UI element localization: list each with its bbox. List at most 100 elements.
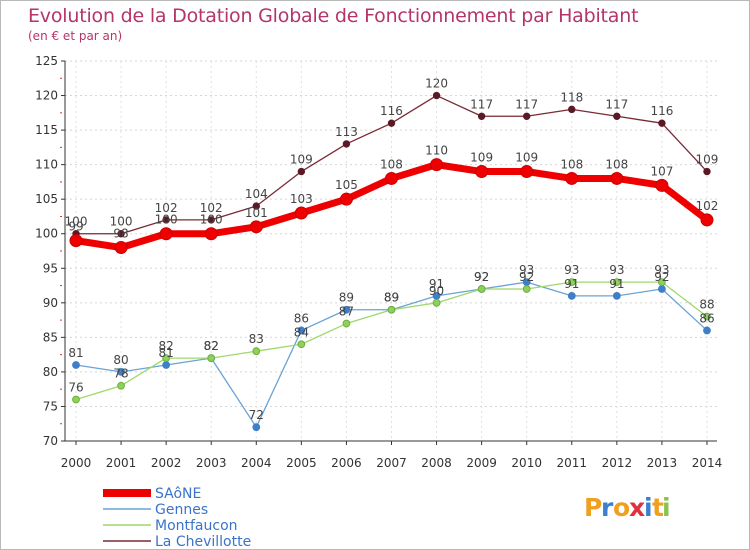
data-label-gennes: 86 xyxy=(699,311,714,325)
data-label-sa-ne: 105 xyxy=(335,178,358,192)
data-label-montfaucon: 88 xyxy=(699,298,714,312)
data-point-la-chevillotte xyxy=(387,119,396,127)
data-label-montfaucon: 82 xyxy=(158,339,173,353)
data-label-montfaucon: 89 xyxy=(384,291,399,305)
data-label-sa-ne: 99 xyxy=(68,220,83,234)
data-label-gennes: 93 xyxy=(519,263,534,277)
data-label-gennes: 81 xyxy=(158,346,173,360)
data-point-montfaucon xyxy=(162,354,171,362)
data-point-sa-ne xyxy=(114,241,128,255)
data-point-montfaucon xyxy=(658,278,666,286)
data-point-sa-ne xyxy=(294,206,308,220)
data-label-sa-ne: 100 xyxy=(200,213,223,227)
data-label-gennes: 89 xyxy=(339,291,354,305)
data-label-sa-ne: 101 xyxy=(245,206,268,220)
chart-title: Evolution de la Dotation Globale de Fonc… xyxy=(28,5,639,27)
data-label-gennes: 72 xyxy=(249,408,264,422)
data-label-gennes: 80 xyxy=(113,353,128,367)
logo-letter: x xyxy=(629,493,645,522)
data-label-sa-ne: 109 xyxy=(515,151,538,165)
data-label-montfaucon: 90 xyxy=(429,284,444,298)
x-tick-label: 2008 xyxy=(421,456,452,470)
data-label-sa-ne: 108 xyxy=(605,157,628,171)
y-tick-label: 75 xyxy=(43,399,58,413)
data-label-la-chevillotte: 100 xyxy=(110,215,133,229)
data-point-sa-ne xyxy=(384,171,398,185)
y-tick-label: 105 xyxy=(35,192,58,206)
data-point-la-chevillotte xyxy=(703,167,711,176)
y-tick-label: 100 xyxy=(35,227,58,241)
data-point-la-chevillotte xyxy=(162,216,170,224)
data-point-gennes xyxy=(252,423,261,432)
data-point-montfaucon xyxy=(432,298,441,307)
chart-lines xyxy=(69,91,714,432)
x-tick-label: 2001 xyxy=(106,456,137,470)
data-label-sa-ne: 102 xyxy=(696,199,719,213)
data-label-gennes: 89 xyxy=(384,291,399,305)
data-point-sa-ne xyxy=(655,178,669,192)
data-label-gennes: 81 xyxy=(68,346,83,360)
data-label-gennes: 82 xyxy=(204,339,219,353)
legend-label-gennes: Gennes xyxy=(155,502,208,518)
data-point-la-chevillotte xyxy=(568,105,576,114)
data-point-la-chevillotte xyxy=(252,202,260,210)
data-point-la-chevillotte xyxy=(297,167,306,176)
data-point-gennes xyxy=(612,292,621,300)
data-point-montfaucon xyxy=(252,347,261,356)
data-point-sa-ne xyxy=(430,158,444,172)
chart-axes: 70 75 80 85 90 95 100 105 110 115 120 125 2000 2001 20… xyxy=(35,54,722,470)
logo-letter: i xyxy=(644,493,653,522)
data-point-sa-ne xyxy=(700,213,714,227)
data-point-la-chevillotte xyxy=(342,140,351,148)
y-tick-label: 115 xyxy=(35,123,58,137)
y-tick-label: 85 xyxy=(43,330,58,344)
data-label-la-chevillotte: 117 xyxy=(515,97,538,111)
data-point-sa-ne xyxy=(204,227,218,241)
data-label-montfaucon: 92 xyxy=(474,270,489,284)
data-point-sa-ne xyxy=(565,171,579,185)
data-point-montfaucon xyxy=(703,312,711,321)
data-label-gennes: 91 xyxy=(564,277,579,291)
x-tick-label: 2004 xyxy=(241,456,272,470)
data-label-la-chevillotte: 117 xyxy=(470,97,493,111)
chart-subtitle: (en € et par an) xyxy=(28,29,123,43)
x-tick-label: 2011 xyxy=(556,456,587,470)
data-label-montfaucon: 93 xyxy=(564,263,579,277)
data-label-montfaucon: 83 xyxy=(249,332,264,346)
x-tick-label: 2014 xyxy=(692,456,723,470)
y-tick-label: 90 xyxy=(43,296,58,310)
data-point-la-chevillotte xyxy=(523,112,531,120)
legend-label-sa-ne: SAôNE xyxy=(155,486,201,502)
data-label-la-chevillotte: 116 xyxy=(650,104,673,118)
data-point-gennes xyxy=(703,326,711,335)
data-point-gennes xyxy=(297,326,306,335)
data-point-montfaucon xyxy=(117,381,125,390)
data-label-montfaucon: 82 xyxy=(204,339,219,353)
data-point-la-chevillotte xyxy=(207,216,215,224)
logo-letter: P xyxy=(584,493,602,522)
data-point-montfaucon xyxy=(387,305,396,314)
data-label-la-chevillotte: 113 xyxy=(335,125,358,139)
data-label-sa-ne: 108 xyxy=(560,157,583,171)
data-point-montfaucon xyxy=(522,285,531,293)
data-point-gennes xyxy=(658,285,666,293)
data-point-sa-ne xyxy=(249,220,263,234)
data-label-la-chevillotte: 120 xyxy=(425,77,448,91)
x-tick-label: 2006 xyxy=(331,456,362,470)
data-point-montfaucon xyxy=(72,395,80,404)
data-label-gennes: 86 xyxy=(294,311,309,325)
data-label-gennes: 91 xyxy=(609,277,624,291)
y-tick-label: 80 xyxy=(43,365,58,379)
legend-label-montfaucon: Montfaucon xyxy=(155,518,238,534)
logo-letter: i xyxy=(662,493,671,522)
data-point-sa-ne xyxy=(610,171,624,185)
data-label-montfaucon: 84 xyxy=(294,325,309,339)
data-label-la-chevillotte: 109 xyxy=(696,153,719,167)
data-label-la-chevillotte: 109 xyxy=(290,153,313,167)
data-point-la-chevillotte xyxy=(432,91,441,100)
x-tick-label: 2012 xyxy=(602,456,633,470)
x-tick-label: 2005 xyxy=(286,456,317,470)
data-point-montfaucon xyxy=(207,354,216,362)
